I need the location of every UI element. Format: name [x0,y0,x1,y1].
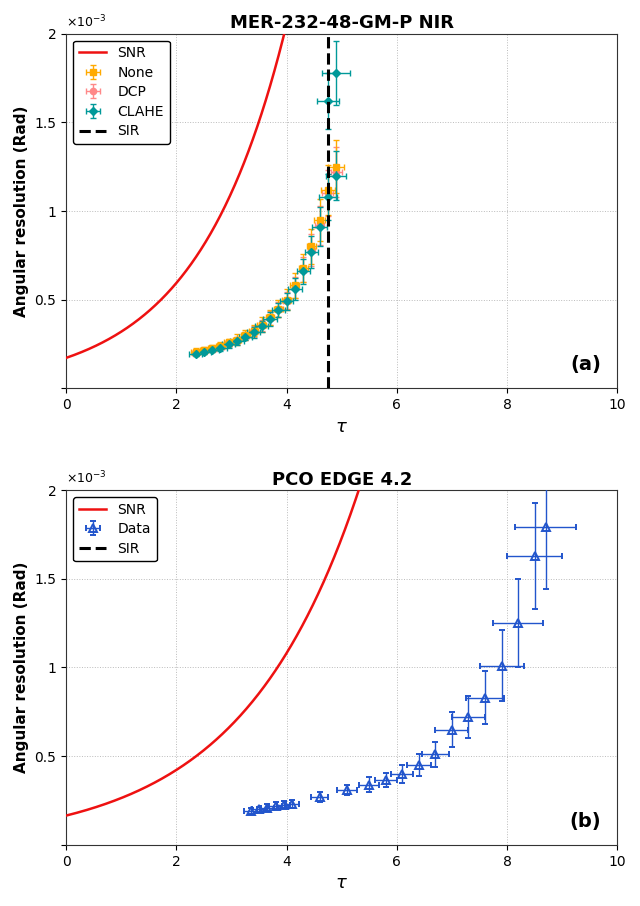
X-axis label: $\tau$: $\tau$ [335,418,348,436]
SNR [598,483,606,494]
SNR [63,352,70,363]
SNR [96,801,104,812]
SNR [90,342,97,352]
Title: PCO EDGE 4.2: PCO EDGE 4.2 [271,470,412,488]
Y-axis label: Angular resolution (Rad): Angular resolution (Rad) [14,105,29,317]
SNR [495,26,502,37]
Text: $\times10^{-3}$: $\times10^{-3}$ [66,14,107,30]
Text: (a): (a) [570,355,601,374]
SNR [525,483,532,494]
Text: $\times10^{-3}$: $\times10^{-3}$ [66,470,107,487]
Line: SNR: SNR [67,488,602,815]
Legend: SNR, None, DCP, CLAHE, SIR: SNR, None, DCP, CLAHE, SIR [73,41,170,144]
SNR [356,483,364,494]
SNR [63,810,70,821]
SNR [470,483,477,494]
Text: (b): (b) [569,812,601,831]
SNR [314,26,322,37]
Y-axis label: Angular resolution (Rad): Angular resolution (Rad) [14,562,29,773]
SNR [282,26,289,37]
SNR [391,26,399,37]
SNR [405,483,413,494]
X-axis label: $\tau$: $\tau$ [335,874,348,892]
SNR [339,26,346,37]
SNR [326,26,333,37]
SNR [435,26,443,37]
Title: MER-232-48-GM-P NIR: MER-232-48-GM-P NIR [230,14,454,32]
SNR [388,483,396,494]
Line: SNR: SNR [67,32,499,358]
SNR [374,483,382,494]
Legend: SNR, Data, SIR: SNR, Data, SIR [73,497,157,562]
